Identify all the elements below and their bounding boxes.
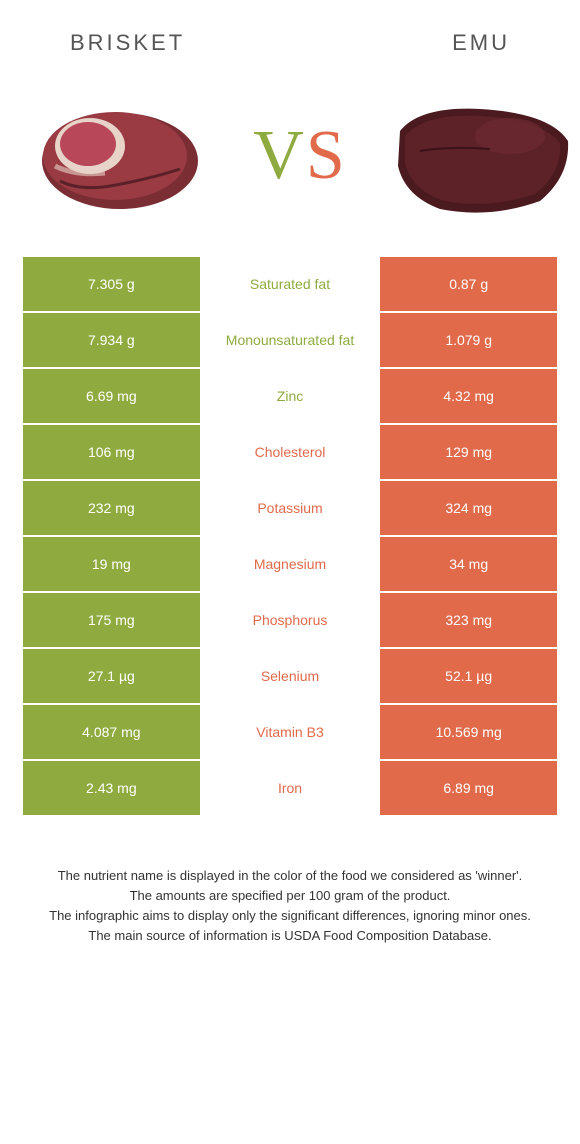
header: BRISKET EMU xyxy=(0,0,580,66)
left-value: 175 mg xyxy=(22,592,201,648)
left-value: 4.087 mg xyxy=(22,704,201,760)
right-value: 10.569 mg xyxy=(379,704,558,760)
footer-line-2: The amounts are specified per 100 gram o… xyxy=(20,886,560,906)
emu-image xyxy=(390,91,570,221)
nutrient-label: Saturated fat xyxy=(201,256,380,312)
table-row: 232 mgPotassium324 mg xyxy=(22,480,558,536)
nutrient-table: 7.305 gSaturated fat0.87 g7.934 gMonouns… xyxy=(22,256,558,816)
right-value: 34 mg xyxy=(379,536,558,592)
right-value: 323 mg xyxy=(379,592,558,648)
left-value: 27.1 µg xyxy=(22,648,201,704)
table-row: 2.43 mgIron6.89 mg xyxy=(22,760,558,816)
left-value: 19 mg xyxy=(22,536,201,592)
right-value: 0.87 g xyxy=(379,256,558,312)
nutrient-label: Potassium xyxy=(201,480,380,536)
footer-line-1: The nutrient name is displayed in the co… xyxy=(20,866,560,886)
table-row: 7.934 gMonounsaturated fat1.079 g xyxy=(22,312,558,368)
left-value: 106 mg xyxy=(22,424,201,480)
nutrient-label: Vitamin B3 xyxy=(201,704,380,760)
table-row: 106 mgCholesterol129 mg xyxy=(22,424,558,480)
footer-line-3: The infographic aims to display only the… xyxy=(20,906,560,926)
left-food-title: BRISKET xyxy=(70,30,185,56)
table-row: 19 mgMagnesium34 mg xyxy=(22,536,558,592)
left-value: 7.305 g xyxy=(22,256,201,312)
nutrient-label: Iron xyxy=(201,760,380,816)
table-row: 27.1 µgSelenium52.1 µg xyxy=(22,648,558,704)
nutrient-label: Magnesium xyxy=(201,536,380,592)
nutrient-label: Selenium xyxy=(201,648,380,704)
table-row: 4.087 mgVitamin B310.569 mg xyxy=(22,704,558,760)
vs-v: V xyxy=(253,117,306,194)
nutrient-label: Phosphorus xyxy=(201,592,380,648)
emu-icon xyxy=(390,91,570,221)
vs-label: VS xyxy=(253,116,347,196)
brisket-icon xyxy=(30,91,210,221)
hero-row: VS xyxy=(0,66,580,256)
right-value: 4.32 mg xyxy=(379,368,558,424)
footer-notes: The nutrient name is displayed in the co… xyxy=(0,816,580,967)
left-value: 2.43 mg xyxy=(22,760,201,816)
vs-s: S xyxy=(306,117,347,194)
brisket-image xyxy=(30,91,210,221)
right-value: 1.079 g xyxy=(379,312,558,368)
nutrient-label: Monounsaturated fat xyxy=(201,312,380,368)
left-value: 6.69 mg xyxy=(22,368,201,424)
right-value: 129 mg xyxy=(379,424,558,480)
right-food-title: EMU xyxy=(452,30,510,56)
table-row: 6.69 mgZinc4.32 mg xyxy=(22,368,558,424)
table-row: 175 mgPhosphorus323 mg xyxy=(22,592,558,648)
left-value: 232 mg xyxy=(22,480,201,536)
nutrient-label: Zinc xyxy=(201,368,380,424)
left-value: 7.934 g xyxy=(22,312,201,368)
right-value: 6.89 mg xyxy=(379,760,558,816)
table-row: 7.305 gSaturated fat0.87 g xyxy=(22,256,558,312)
right-value: 324 mg xyxy=(379,480,558,536)
nutrient-label: Cholesterol xyxy=(201,424,380,480)
footer-line-4: The main source of information is USDA F… xyxy=(20,926,560,946)
right-value: 52.1 µg xyxy=(379,648,558,704)
